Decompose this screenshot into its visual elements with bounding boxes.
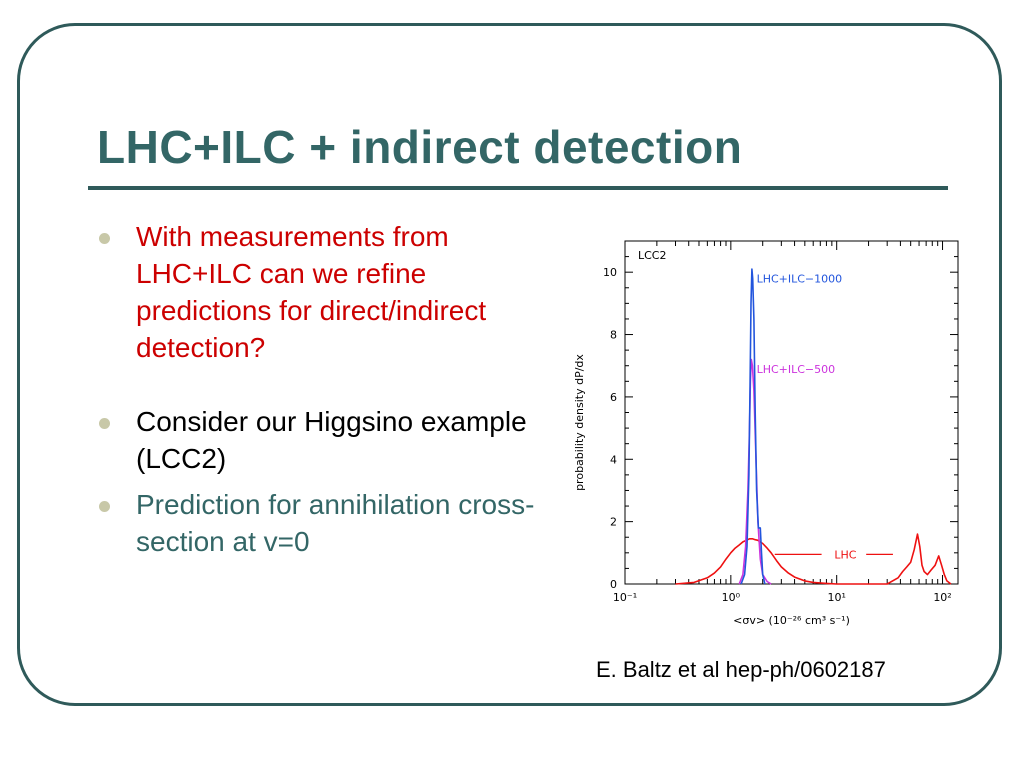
series-line-lhc bbox=[675, 533, 952, 585]
panel-label: LCC2 bbox=[638, 249, 667, 262]
x-tick-label: 10¹ bbox=[827, 591, 845, 604]
slide-frame bbox=[17, 23, 1002, 706]
bullet-dot-icon bbox=[99, 418, 110, 429]
bullet-item: Consider our Higgsino example (LCC2) bbox=[96, 403, 546, 477]
title-divider bbox=[88, 186, 948, 190]
probability-density-chart: 0 2 4 6 8 10 10⁻¹ 10⁰ 10¹ 10² <σv> (10⁻²⁶ cm³ s⁻¹)… bbox=[573, 240, 959, 627]
bullet-text: With measurements from LHC+ILC can we re… bbox=[136, 221, 487, 363]
y-tick-label: 6 bbox=[610, 391, 617, 404]
y-tick-label: 4 bbox=[610, 453, 617, 466]
annotation-label: LHC+ILC−500 bbox=[757, 363, 836, 376]
bullet-text: Consider our Higgsino example (LCC2) bbox=[136, 406, 527, 474]
bullet-text: Prediction for annihilation cross-sectio… bbox=[136, 489, 535, 557]
y-tick-label: 10 bbox=[603, 266, 617, 279]
series-line-lhc-ilc-1000 bbox=[740, 268, 766, 585]
bullet-item: Prediction for annihilation cross-sectio… bbox=[96, 486, 546, 560]
bullet-dot-icon bbox=[99, 501, 110, 512]
x-axis-label: <σv> (10⁻²⁶ cm³ s⁻¹) bbox=[733, 614, 850, 627]
slide-title: LHC+ILC + indirect detection bbox=[97, 121, 743, 173]
annotation-label: LHC+ILC−1000 bbox=[757, 272, 843, 285]
bullet-list: With measurements from LHC+ILC can we re… bbox=[96, 218, 546, 560]
bullet-item: With measurements from LHC+ILC can we re… bbox=[96, 218, 546, 366]
y-tick-label: 0 bbox=[610, 578, 617, 591]
x-tick-label: 10⁰ bbox=[722, 591, 741, 604]
y-tick-label: 8 bbox=[610, 329, 617, 342]
x-tick-label: 10⁻¹ bbox=[613, 591, 637, 604]
y-tick-label: 2 bbox=[610, 516, 617, 529]
y-axis-label: probability density dP/dx bbox=[573, 354, 586, 491]
x-tick-label: 10² bbox=[933, 591, 951, 604]
annotation-label: LHC bbox=[834, 548, 856, 561]
citation: E. Baltz et al hep-ph/0602187 bbox=[596, 657, 886, 682]
bullet-dot-icon bbox=[99, 233, 110, 244]
plot-frame bbox=[624, 240, 959, 585]
